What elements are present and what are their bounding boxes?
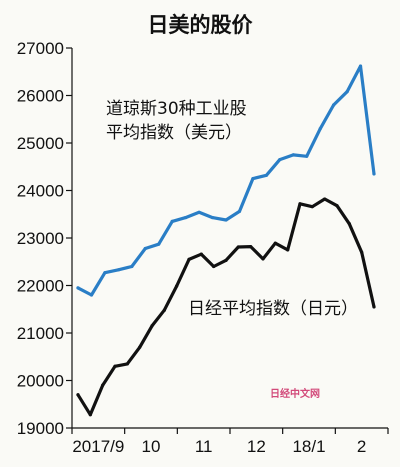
y-tick-label: 21000	[17, 324, 64, 343]
y-tick-label: 24000	[17, 182, 64, 201]
data-point	[261, 257, 265, 261]
x-tick-label: 2	[357, 437, 366, 456]
data-point	[101, 383, 105, 387]
data-point	[130, 264, 134, 269]
data-point	[310, 205, 314, 209]
x-tick-label: 2017/9	[72, 437, 124, 456]
data-point	[278, 158, 282, 162]
y-tick-label: 26000	[17, 87, 64, 106]
dow-series-label: 道琼斯30种工业股	[106, 99, 247, 119]
data-point	[237, 209, 242, 213]
data-point	[187, 257, 191, 261]
data-point	[113, 364, 117, 368]
data-point	[345, 90, 349, 94]
x-tick-label: 18/1	[292, 437, 325, 456]
data-point	[335, 204, 339, 208]
y-tick-label: 25000	[17, 134, 64, 153]
series-lines	[76, 64, 376, 417]
data-point	[143, 246, 147, 251]
data-point	[332, 103, 336, 107]
data-point	[197, 210, 201, 214]
data-point	[212, 264, 216, 269]
y-tick-label: 27000	[17, 39, 64, 58]
y-tick-label: 23000	[17, 229, 64, 248]
data-point	[184, 215, 188, 220]
data-point	[298, 202, 302, 206]
data-point	[372, 305, 376, 309]
x-axis: 2017/9 10 11 12 18/1 2	[71, 427, 389, 456]
data-point	[224, 218, 228, 222]
data-point	[360, 250, 364, 254]
data-point	[224, 258, 228, 262]
data-point	[347, 222, 351, 226]
data-point	[210, 215, 215, 220]
data-point	[170, 219, 174, 223]
data-point	[358, 64, 363, 68]
x-tick-label: 12	[247, 437, 266, 456]
data-point	[273, 241, 277, 245]
data-point	[249, 244, 253, 249]
data-point	[305, 154, 309, 158]
dow-series-label: 平均指数（美元）	[106, 123, 242, 143]
y-axis: 27000 26000 25000 24000 23000 22000 21000 20000…	[17, 39, 73, 438]
data-point	[318, 127, 322, 131]
data-point	[286, 248, 290, 252]
data-point	[103, 271, 107, 275]
chart-title: 日美的股价	[148, 13, 254, 37]
data-point	[116, 268, 120, 272]
x-tick-label: 11	[195, 437, 213, 456]
watermark-text: 日经中文网	[270, 387, 320, 400]
data-point	[372, 172, 376, 176]
y-tick-label: 22000	[17, 277, 64, 296]
data-point	[323, 197, 327, 201]
data-point	[175, 284, 179, 288]
data-point	[76, 393, 80, 397]
x-tick-label: 10	[142, 437, 161, 456]
data-point	[236, 245, 240, 249]
data-point	[199, 252, 203, 256]
data-point	[162, 308, 166, 312]
nikkei-series-label: 日经平均指数（日元）	[188, 299, 358, 319]
data-point	[251, 177, 255, 181]
y-tick-label: 19000	[17, 419, 64, 438]
data-point	[264, 173, 268, 177]
data-point	[89, 293, 94, 297]
data-point	[291, 153, 295, 157]
data-point	[76, 286, 80, 290]
data-point	[88, 413, 92, 417]
data-point	[150, 324, 154, 328]
data-point	[138, 345, 142, 349]
data-point	[157, 242, 161, 246]
data-point	[125, 362, 129, 366]
watermark: 日经中文网	[270, 387, 320, 400]
y-tick-label: 20000	[17, 372, 64, 391]
